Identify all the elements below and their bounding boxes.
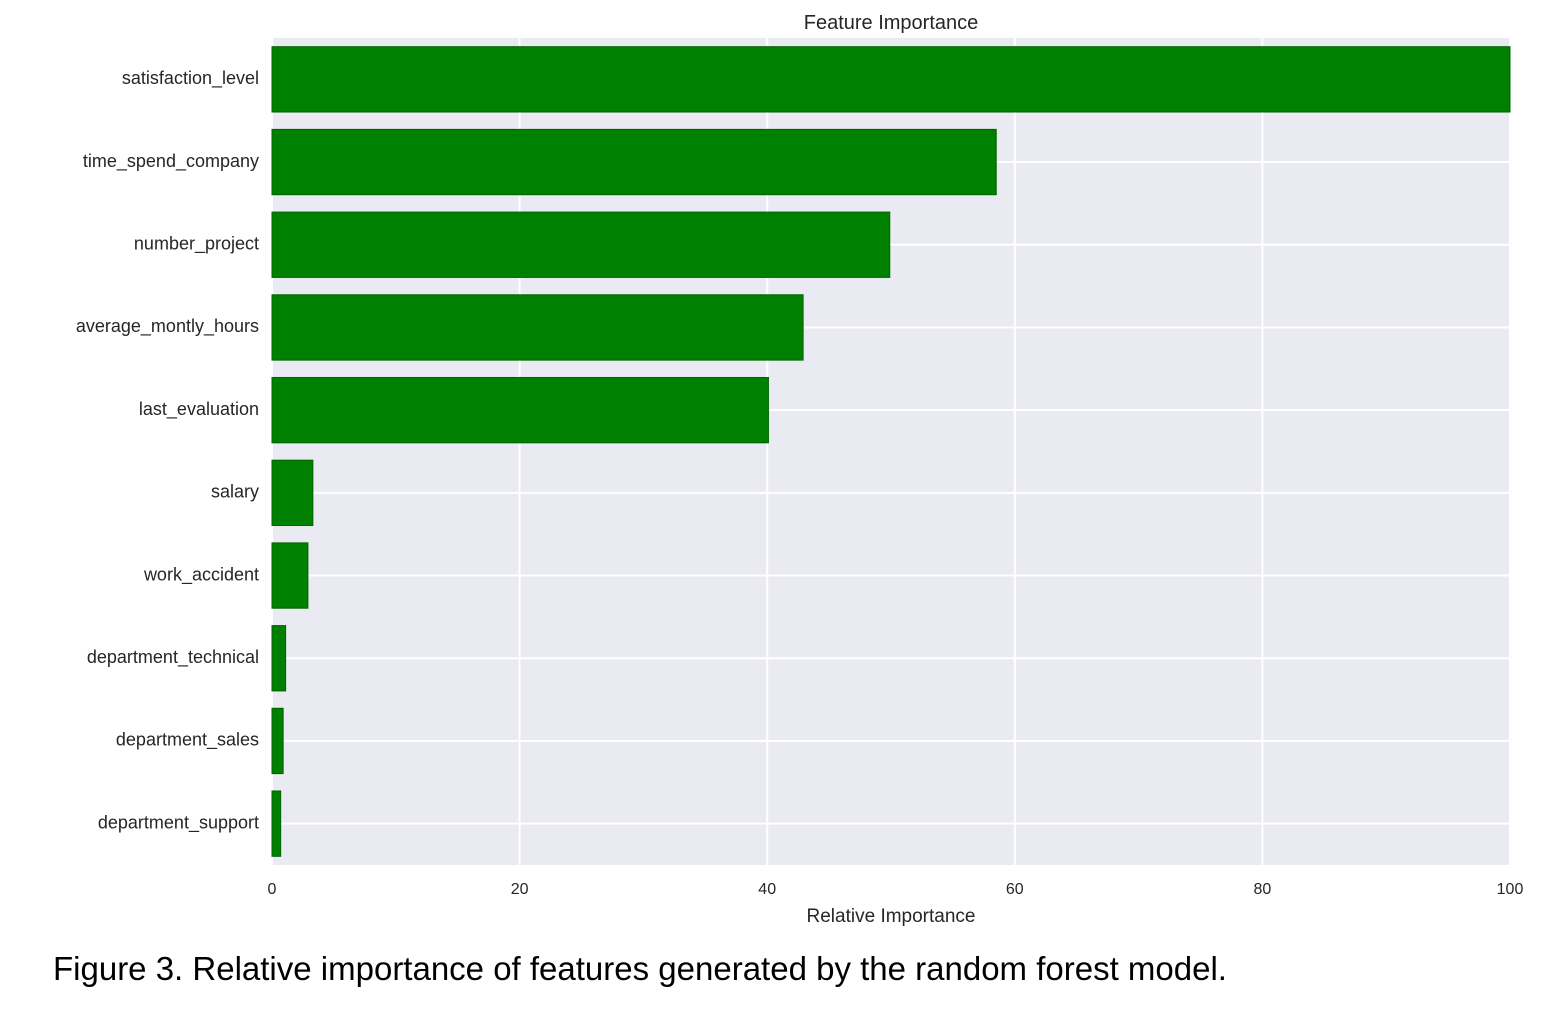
bar-last-evaluation <box>271 376 769 444</box>
category-label: department_support <box>98 812 259 833</box>
bar-department-sales <box>271 707 284 775</box>
x-tick-label: 0 <box>268 881 277 898</box>
category-label: time_spend_company <box>83 151 259 172</box>
x-tick-label: 20 <box>511 881 529 898</box>
x-tick-label: 100 <box>1497 881 1524 898</box>
bar-chart: satisfaction_level time_spend_companynumb… <box>76 12 1524 927</box>
category-label: department_sales <box>116 730 259 751</box>
x-tick-label: 80 <box>1254 881 1272 898</box>
category-label: satisfaction_level <box>122 68 259 89</box>
category-label: last_evaluation <box>139 399 259 420</box>
category-label: work_accident <box>143 564 259 585</box>
category-label: average_montly_hours <box>76 316 259 337</box>
bar-department-support <box>271 790 282 857</box>
category-label: department_technical <box>87 647 259 668</box>
category-label: salary <box>211 482 259 502</box>
x-tick-labels: 0 20 40 60 80 100 <box>268 881 1524 898</box>
bar-work-accident <box>271 542 309 609</box>
bars <box>271 46 1511 857</box>
x-axis-label: Relative Importance <box>807 906 976 927</box>
chart-title: Feature Importance <box>804 12 979 34</box>
x-tick-label: 40 <box>758 881 776 898</box>
bar-time-spend-company <box>271 128 997 196</box>
bar-satisfaction-level <box>271 46 1511 113</box>
x-tick-label: 60 <box>1006 881 1024 898</box>
category-labels: satisfaction_level time_spend_companynumb… <box>76 68 259 833</box>
bar-salary <box>271 459 314 527</box>
category-label: number_project <box>134 234 259 255</box>
figure-caption: Figure 3. Relative importance of feature… <box>53 950 1227 987</box>
bar-number-project <box>271 211 891 278</box>
bar-average-montly-hours <box>271 294 804 361</box>
bar-department-technical <box>271 625 287 692</box>
